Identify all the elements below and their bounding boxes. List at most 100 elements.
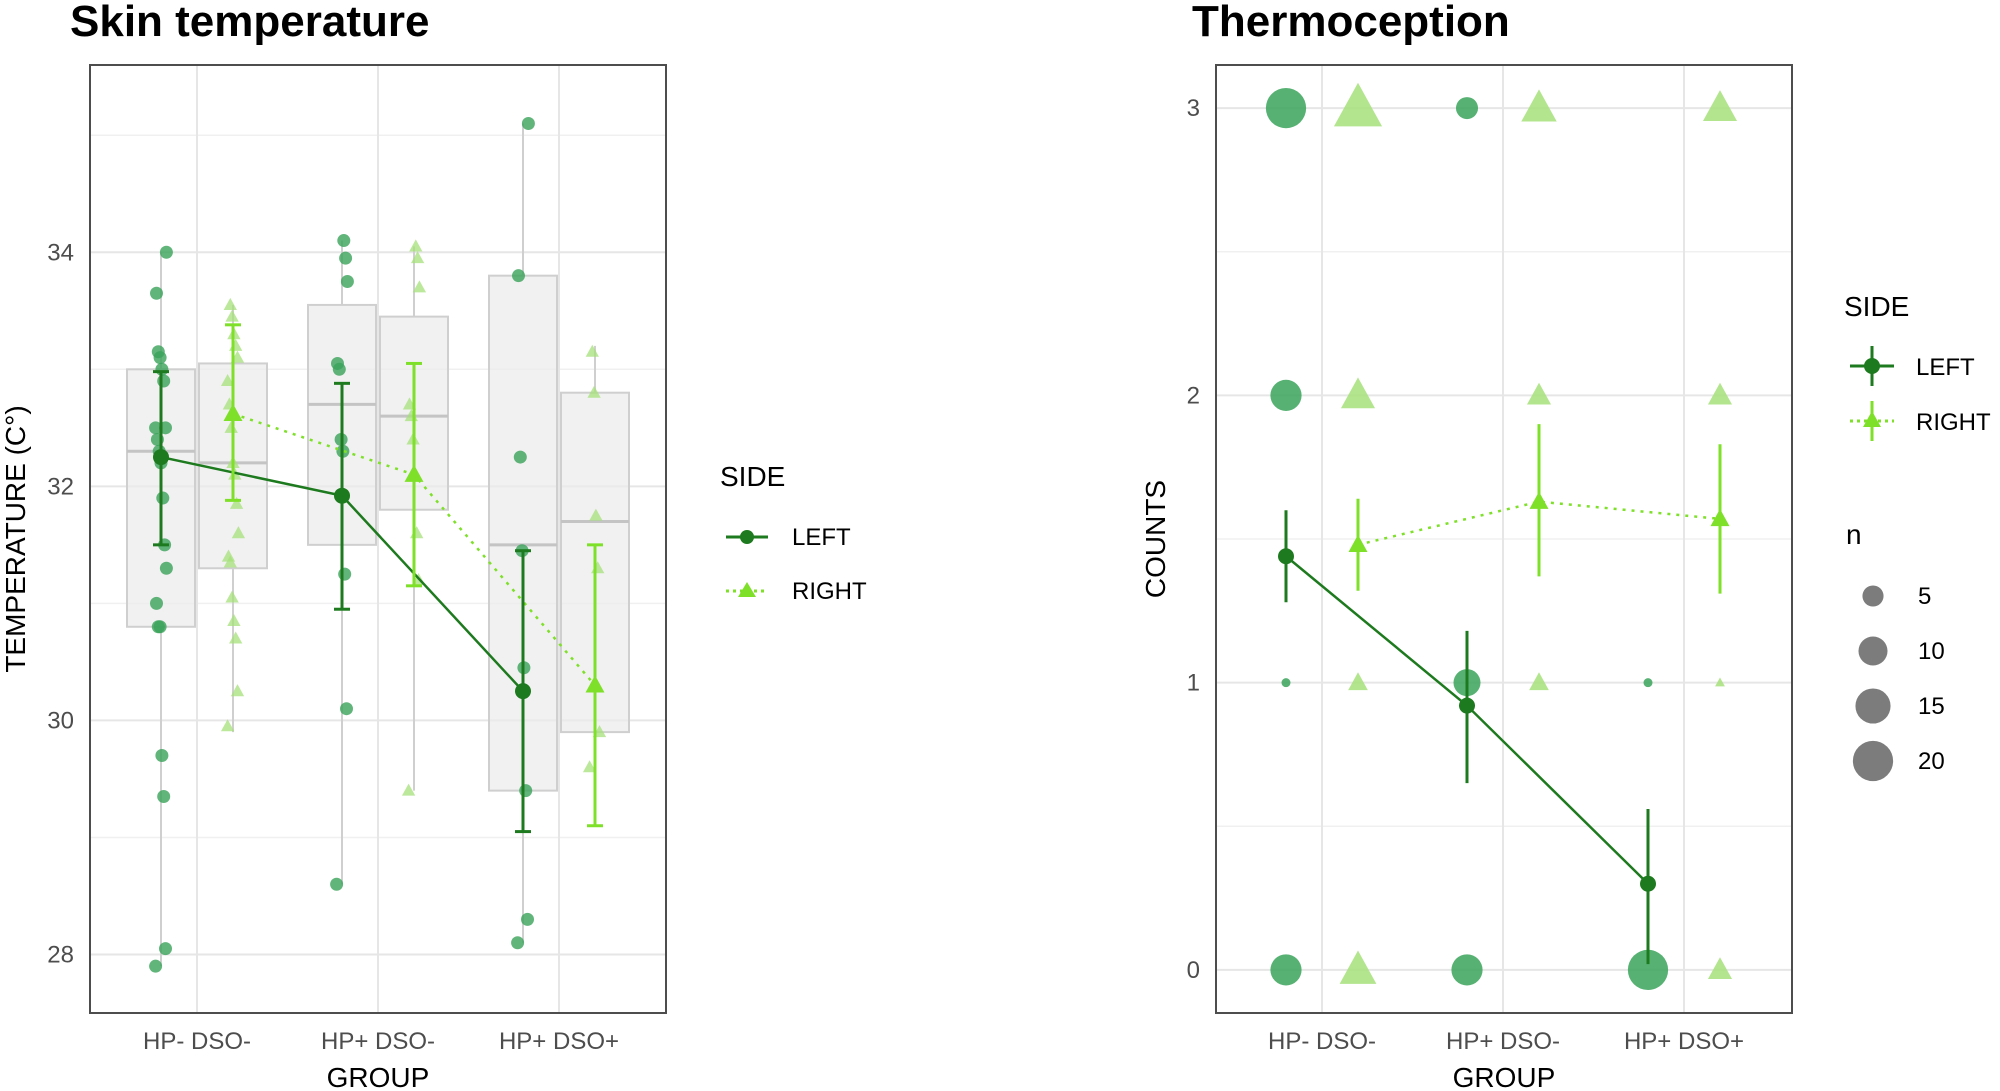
x-axis-title: GROUP bbox=[1453, 1062, 1556, 1091]
chart-title: Skin temperature bbox=[70, 0, 429, 46]
data-point-right bbox=[225, 590, 239, 603]
data-point-left bbox=[330, 877, 344, 891]
size-legend-label: 10 bbox=[1918, 638, 1945, 665]
data-point-right bbox=[412, 280, 427, 293]
data-point-left bbox=[157, 374, 171, 388]
data-point-left bbox=[149, 959, 163, 973]
count-bubbles bbox=[1265, 82, 1738, 991]
data-point-left bbox=[519, 784, 533, 798]
size-legend-title: n bbox=[1846, 519, 1862, 550]
count-bubble-left bbox=[1270, 954, 1302, 986]
size-legend-key bbox=[1852, 740, 1894, 782]
count-bubble-left bbox=[1627, 949, 1669, 991]
chart-title: Thermoception bbox=[1192, 0, 1510, 46]
legend-label-right: RIGHT bbox=[1916, 409, 1991, 436]
count-bubble-left bbox=[1451, 954, 1483, 986]
data-point-right bbox=[409, 239, 423, 252]
mean-line-right bbox=[1357, 500, 1721, 546]
count-bubble-right bbox=[1707, 382, 1733, 405]
x-tick-labels: HP- DSO- HP+ DSO- HP+ DSO+ bbox=[143, 1028, 619, 1055]
data-point-left bbox=[149, 421, 163, 435]
data-point-left bbox=[151, 620, 165, 634]
data-point-left bbox=[155, 749, 169, 763]
mean-marker-left bbox=[515, 683, 531, 700]
mean-marker-right bbox=[404, 464, 424, 482]
count-bubble-right bbox=[1339, 950, 1377, 984]
count-bubble-left bbox=[1455, 97, 1479, 120]
data-point-right bbox=[229, 496, 244, 509]
data-point-left bbox=[156, 491, 170, 505]
size-legend-key bbox=[1858, 636, 1888, 666]
size-legend-label: 5 bbox=[1918, 583, 1931, 610]
mean-marker-right bbox=[1529, 491, 1549, 509]
data-point-right bbox=[225, 309, 239, 322]
x-tick-label: HP+ DSO+ bbox=[499, 1028, 619, 1055]
y-axis-title: TEMPERATURE (C°) bbox=[0, 405, 31, 672]
x-axis-title: GROUP bbox=[327, 1062, 430, 1091]
size-legend-label: 15 bbox=[1918, 693, 1945, 720]
count-bubble-right bbox=[1340, 377, 1376, 409]
plot-border bbox=[1215, 64, 1793, 1014]
y-tick-label: 34 bbox=[47, 239, 74, 266]
mean-marker-left bbox=[1459, 697, 1475, 714]
legend-title: SIDE bbox=[720, 461, 785, 492]
data-point-left bbox=[150, 286, 163, 300]
count-bubble-right bbox=[1521, 89, 1557, 122]
data-point-right bbox=[223, 297, 237, 310]
mean-markers bbox=[153, 323, 605, 834]
data-point-left bbox=[511, 936, 525, 950]
mean-marker-left bbox=[1278, 548, 1294, 565]
y-tick-labels: 28 30 32 34 bbox=[47, 239, 74, 968]
legend-key-right bbox=[1850, 401, 1894, 441]
y-tick-label: 0 bbox=[1187, 957, 1200, 984]
plot-border bbox=[89, 64, 667, 1014]
data-point-right bbox=[230, 684, 245, 697]
data-point-left bbox=[150, 596, 163, 610]
data-point-left bbox=[151, 345, 165, 359]
data-point-left bbox=[521, 912, 534, 926]
size-legend: n 5 10 15 20 bbox=[1846, 519, 1945, 782]
legend-key-left bbox=[1850, 346, 1894, 386]
data-point-right bbox=[582, 760, 597, 773]
data-point-right bbox=[410, 251, 425, 264]
y-tick-label: 1 bbox=[1187, 670, 1200, 697]
data-point-left bbox=[338, 567, 352, 581]
data-point-left bbox=[521, 117, 535, 131]
size-legend-key bbox=[1855, 688, 1891, 724]
count-bubble-right bbox=[1529, 672, 1549, 691]
legend-label-left: LEFT bbox=[1916, 354, 1975, 381]
y-tick-label: 30 bbox=[47, 707, 74, 734]
legend-label-right: RIGHT bbox=[792, 578, 867, 605]
size-legend-label: 20 bbox=[1918, 748, 1945, 775]
count-bubble-left bbox=[1265, 87, 1307, 129]
count-bubble-right bbox=[1715, 677, 1725, 687]
grid bbox=[1216, 65, 1792, 1013]
mean-marker-right bbox=[585, 675, 605, 693]
legend-key-left bbox=[726, 530, 768, 544]
count-bubble-right bbox=[1333, 82, 1383, 127]
y-tick-label: 3 bbox=[1187, 95, 1200, 122]
side-legend: SIDE LEFT RIGHT bbox=[720, 461, 867, 605]
mean-marker-right bbox=[1348, 534, 1368, 552]
data-point-right bbox=[220, 719, 235, 732]
data-point-right bbox=[220, 374, 235, 387]
count-bubble-right bbox=[1707, 957, 1733, 980]
x-tick-label: HP+ DSO+ bbox=[1624, 1028, 1744, 1055]
mean-marker-left bbox=[153, 449, 169, 466]
data-point-left bbox=[159, 942, 172, 956]
data-point-left bbox=[512, 269, 525, 283]
data-point-right bbox=[229, 631, 243, 644]
mean-marker-right bbox=[1710, 508, 1730, 527]
data-point-left bbox=[157, 789, 171, 803]
count-bubble-right bbox=[1348, 672, 1368, 691]
mean-marker-left bbox=[1640, 875, 1656, 892]
mean-marker-left bbox=[334, 487, 350, 504]
count-bubble-left bbox=[1281, 678, 1291, 688]
data-point-left bbox=[159, 561, 173, 575]
count-bubble-left bbox=[1643, 678, 1653, 688]
y-tick-labels: 0 1 2 3 bbox=[1187, 95, 1200, 984]
data-point-right bbox=[231, 526, 246, 539]
data-point-left bbox=[337, 234, 351, 248]
data-point-right bbox=[587, 385, 601, 398]
